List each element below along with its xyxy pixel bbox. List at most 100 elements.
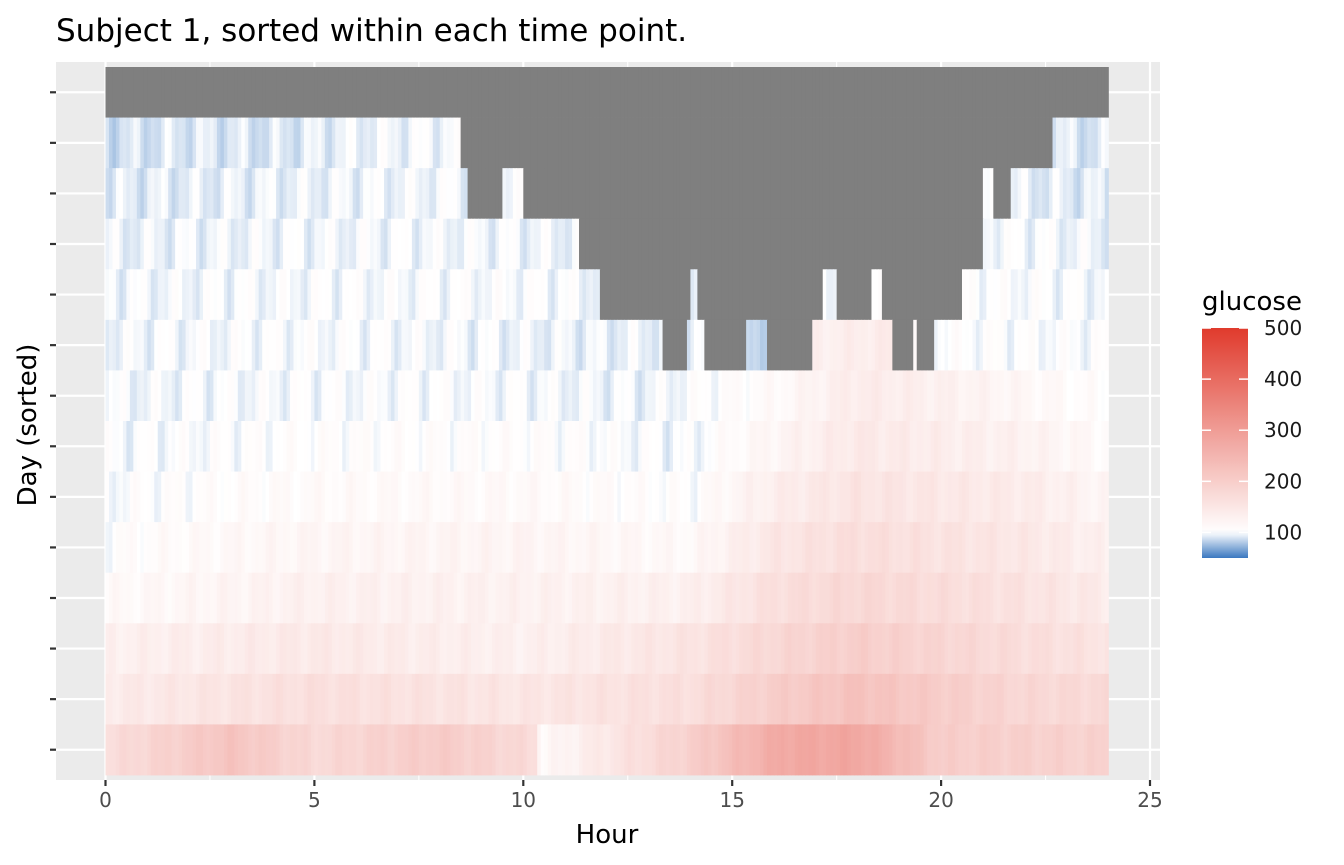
heatmap-cell <box>645 623 650 675</box>
heatmap-cell <box>185 168 190 220</box>
heatmap-cell <box>189 67 194 118</box>
heatmap-cell <box>279 522 284 574</box>
heatmap-cell <box>460 623 465 675</box>
heatmap-cell <box>1104 168 1109 220</box>
heatmap-cell <box>798 623 803 675</box>
heatmap-cell <box>780 168 786 220</box>
heatmap-cell <box>673 623 678 675</box>
heatmap-cell <box>979 471 984 523</box>
heatmap-cell <box>314 623 319 675</box>
heatmap-cell <box>659 319 664 371</box>
heatmap-cell <box>1003 471 1008 523</box>
heatmap-cell <box>902 471 907 523</box>
heatmap-cell <box>989 421 994 472</box>
heatmap-cell <box>237 117 242 169</box>
heatmap-cell <box>669 673 674 725</box>
heatmap-cell <box>255 623 260 675</box>
heatmap-cell <box>464 421 469 472</box>
heatmap-cell <box>659 623 664 675</box>
heatmap-cell <box>519 724 524 776</box>
heatmap-cell <box>773 421 779 472</box>
heatmap-cell <box>262 319 267 371</box>
heatmap-cell <box>749 673 754 725</box>
heatmap-cell <box>425 471 430 523</box>
heatmap-cell <box>718 168 723 220</box>
heatmap-cell <box>808 724 813 776</box>
heatmap-cell <box>784 269 789 321</box>
heatmap-cell <box>683 67 688 118</box>
heatmap-cell <box>1017 623 1022 675</box>
heatmap-cell <box>627 572 632 624</box>
heatmap-cell <box>787 117 792 169</box>
heatmap-cell <box>1031 117 1036 169</box>
heatmap-cell <box>105 218 110 270</box>
heatmap-cell <box>335 673 340 725</box>
heatmap-cell <box>638 319 643 371</box>
heatmap-cell <box>401 724 406 776</box>
heatmap-cell <box>888 421 893 472</box>
heatmap-cell <box>686 117 692 169</box>
heatmap-cell <box>847 319 852 371</box>
heatmap-cell <box>707 471 712 523</box>
heatmap-cell <box>725 319 730 371</box>
heatmap-cell <box>457 218 462 270</box>
heatmap-cell <box>119 117 124 169</box>
heatmap-cell <box>714 421 719 472</box>
heatmap-cell <box>927 724 932 776</box>
heatmap-cell <box>885 421 890 472</box>
heatmap-cell <box>439 572 444 624</box>
heatmap-cell <box>1017 471 1022 523</box>
heatmap-cell <box>742 572 747 624</box>
heatmap-cell <box>227 623 232 675</box>
heatmap-cell <box>317 421 322 472</box>
heatmap-cell <box>735 623 740 675</box>
heatmap-cell <box>404 117 410 169</box>
heatmap-cell <box>958 623 963 675</box>
heatmap-cell <box>599 572 604 624</box>
heatmap-cell <box>1003 724 1008 776</box>
heatmap-cell <box>676 117 681 169</box>
heatmap-cell <box>589 572 594 624</box>
heatmap-cell <box>1101 218 1106 270</box>
heatmap-cell <box>923 168 928 220</box>
heatmap-cell <box>742 67 747 118</box>
heatmap-cell <box>537 269 542 321</box>
heatmap-cell <box>262 673 267 725</box>
heatmap-cell <box>168 623 173 675</box>
heatmap-cell <box>794 623 799 675</box>
heatmap-cell <box>760 522 765 574</box>
heatmap-cell <box>955 421 960 472</box>
heatmap-cell <box>711 168 716 220</box>
heatmap-cell <box>1087 673 1092 725</box>
heatmap-cell <box>209 370 215 422</box>
heatmap-cell <box>115 471 121 523</box>
heatmap-cell <box>676 421 681 472</box>
heatmap-cell <box>269 218 274 270</box>
heatmap-cell <box>272 623 277 675</box>
heatmap-cell <box>648 471 653 523</box>
heatmap-cell <box>955 572 960 624</box>
heatmap-cell <box>523 471 528 523</box>
heatmap-cell <box>154 673 159 725</box>
heatmap-cell <box>390 218 396 270</box>
heatmap-cell <box>613 421 618 472</box>
heatmap-cell <box>345 673 350 725</box>
heatmap-cell <box>547 319 552 371</box>
heatmap-cell <box>397 218 403 270</box>
heatmap-cell <box>773 623 779 675</box>
heatmap-cell <box>1038 168 1043 220</box>
heatmap-cell <box>927 421 932 472</box>
heatmap-cell <box>620 421 625 472</box>
legend-tick-label: 400 <box>1264 367 1302 391</box>
heatmap-cell <box>968 168 974 220</box>
heatmap-cell <box>791 117 796 169</box>
heatmap-cell <box>244 117 249 169</box>
heatmap-cell <box>168 168 173 220</box>
heatmap-cell <box>979 572 984 624</box>
heatmap-cell <box>1062 218 1068 270</box>
heatmap-cell <box>871 572 876 624</box>
heatmap-cell <box>861 218 866 270</box>
heatmap-cell <box>1083 673 1088 725</box>
heatmap-cell <box>356 572 361 624</box>
